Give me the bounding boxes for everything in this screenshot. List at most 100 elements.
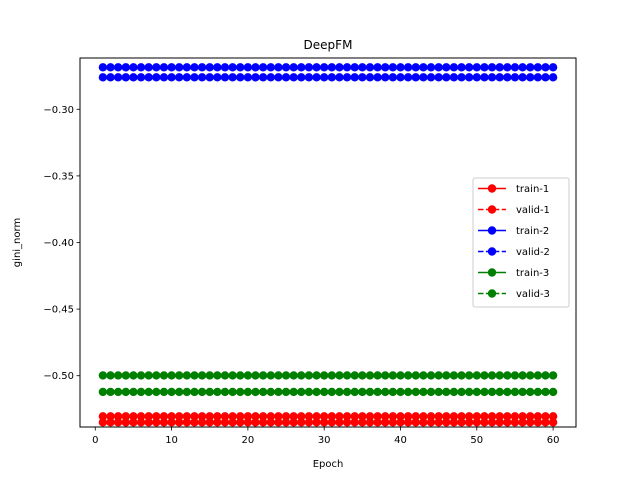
data-point <box>236 73 245 82</box>
data-point <box>457 387 466 397</box>
data-point <box>175 412 184 421</box>
data-point <box>464 73 474 82</box>
data-point <box>533 418 543 427</box>
data-point <box>472 387 481 397</box>
data-point <box>411 412 420 421</box>
data-point <box>335 73 344 82</box>
data-point <box>342 387 352 397</box>
data-point <box>304 63 314 72</box>
data-point <box>251 371 260 380</box>
data-point <box>121 371 130 380</box>
data-point <box>365 387 375 397</box>
data-point <box>304 412 314 421</box>
data-point <box>449 387 459 397</box>
data-point <box>449 73 459 82</box>
data-point <box>381 63 390 72</box>
data-point <box>396 412 405 421</box>
data-point <box>503 371 512 380</box>
data-point <box>197 412 207 421</box>
data-point <box>495 73 504 82</box>
data-point <box>190 418 199 427</box>
data-point <box>510 418 520 427</box>
legend-item-valid-3: valid-3 <box>478 289 550 300</box>
data-point <box>541 412 550 421</box>
x-tick-label: 50 <box>470 435 483 446</box>
data-point <box>258 63 268 72</box>
data-point <box>213 371 222 380</box>
data-point <box>106 412 115 421</box>
data-point <box>510 387 520 397</box>
data-point <box>144 73 153 82</box>
data-point <box>342 371 352 380</box>
data-point <box>480 371 489 380</box>
series-valid-3 <box>98 387 558 397</box>
data-point <box>144 63 153 72</box>
data-point <box>419 73 428 82</box>
data-point <box>518 73 527 82</box>
data-point <box>335 371 344 380</box>
data-point <box>266 418 275 427</box>
data-point <box>495 371 504 380</box>
data-point <box>106 63 115 72</box>
data-point <box>449 418 459 427</box>
data-point <box>182 73 192 82</box>
data-point <box>152 387 161 397</box>
data-point <box>373 371 382 380</box>
data-point <box>205 73 214 82</box>
data-point <box>396 73 405 82</box>
data-point <box>533 387 543 397</box>
y-tick-label: −0.30 <box>43 105 74 116</box>
data-point <box>251 387 260 397</box>
data-point <box>396 371 405 380</box>
data-point <box>220 418 230 427</box>
data-point <box>533 73 543 82</box>
data-point <box>243 412 253 421</box>
data-point <box>541 371 550 380</box>
data-point <box>411 418 420 427</box>
data-point <box>152 418 161 427</box>
data-point <box>526 418 535 427</box>
data-point <box>548 418 558 427</box>
data-point <box>403 73 413 82</box>
y-tick-label: −0.45 <box>43 305 74 316</box>
data-point <box>297 73 306 82</box>
data-point <box>182 387 192 397</box>
data-point <box>503 418 512 427</box>
data-point <box>205 63 214 72</box>
data-point <box>388 418 398 427</box>
data-point <box>98 418 108 427</box>
data-point <box>411 63 420 72</box>
data-point <box>381 412 390 421</box>
data-point <box>518 63 527 72</box>
data-point <box>480 63 489 72</box>
data-point <box>113 412 123 421</box>
data-point <box>411 371 420 380</box>
data-point <box>312 63 321 72</box>
data-point <box>258 387 268 397</box>
data-point <box>197 418 207 427</box>
data-point <box>129 63 138 72</box>
series-valid-1 <box>98 418 558 427</box>
data-point <box>98 412 108 421</box>
data-point <box>98 387 108 397</box>
legend-marker <box>487 184 497 193</box>
data-point <box>121 73 130 82</box>
data-point <box>518 412 527 421</box>
data-point <box>243 63 253 72</box>
data-point <box>373 63 382 72</box>
data-point <box>403 412 413 421</box>
data-point <box>365 63 375 72</box>
legend-item-train-2: train-2 <box>478 226 549 237</box>
data-point <box>526 412 535 421</box>
data-point <box>403 371 413 380</box>
legend-item-valid-1: valid-1 <box>478 205 550 216</box>
data-point <box>266 63 275 72</box>
data-point <box>358 63 367 72</box>
legend-label: valid-2 <box>516 247 550 258</box>
data-point <box>98 63 108 72</box>
data-point <box>228 412 237 421</box>
data-point <box>243 73 253 82</box>
data-point <box>510 73 520 82</box>
data-point <box>129 418 138 427</box>
